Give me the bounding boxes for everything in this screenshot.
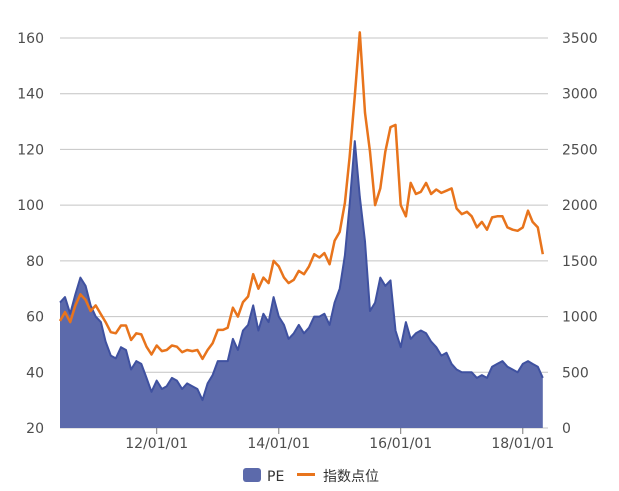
- left-tick-80: 80: [26, 254, 44, 270]
- x-tick-label-0: 12/01/01: [125, 436, 188, 452]
- left-axis-ticks: 20 40 60 80 100 120 140 160: [17, 31, 44, 437]
- index-line-series: [58, 31, 545, 361]
- x-tick-label-1: 14/01/01: [247, 436, 310, 452]
- left-tick-100: 100: [17, 198, 44, 214]
- legend-pe-swatch: [243, 468, 261, 482]
- right-tick-1000: 1000: [562, 310, 598, 326]
- right-tick-3000: 3000: [562, 87, 598, 103]
- x-tick-label-2: 16/01/01: [369, 436, 432, 452]
- right-tick-0: 0: [562, 421, 571, 437]
- x-tick-label-3: 18/01/01: [491, 436, 554, 452]
- right-tick-2500: 2500: [562, 142, 598, 158]
- index-line: [58, 31, 545, 361]
- left-tick-60: 60: [26, 310, 44, 326]
- x-axis-ticks: 12/01/01 14/01/01 16/01/01 18/01/01: [125, 428, 554, 452]
- left-tick-140: 140: [17, 87, 44, 103]
- legend-index-swatch: [297, 473, 315, 476]
- legend-item-index[interactable]: 指数点位: [297, 469, 379, 485]
- right-tick-2000: 2000: [562, 198, 598, 214]
- legend-item-pe[interactable]: PE: [243, 468, 284, 485]
- legend: PE 指数点位: [243, 468, 379, 485]
- pe-area-series: [59, 140, 544, 428]
- pe-area-fill: [60, 141, 543, 428]
- left-tick-160: 160: [17, 31, 44, 47]
- right-tick-1500: 1500: [562, 254, 598, 270]
- left-tick-20: 20: [26, 421, 44, 437]
- legend-pe-label: PE: [267, 469, 284, 485]
- legend-index-label: 指数点位: [323, 469, 379, 485]
- left-tick-40: 40: [26, 365, 44, 381]
- right-axis-ticks: 0 500 1000 1500 2000 2500 3000 3500: [562, 31, 598, 437]
- left-tick-120: 120: [17, 142, 44, 158]
- right-tick-3500: 3500: [562, 31, 598, 47]
- right-tick-500: 500: [562, 365, 589, 381]
- pe-area-outline: [59, 140, 544, 402]
